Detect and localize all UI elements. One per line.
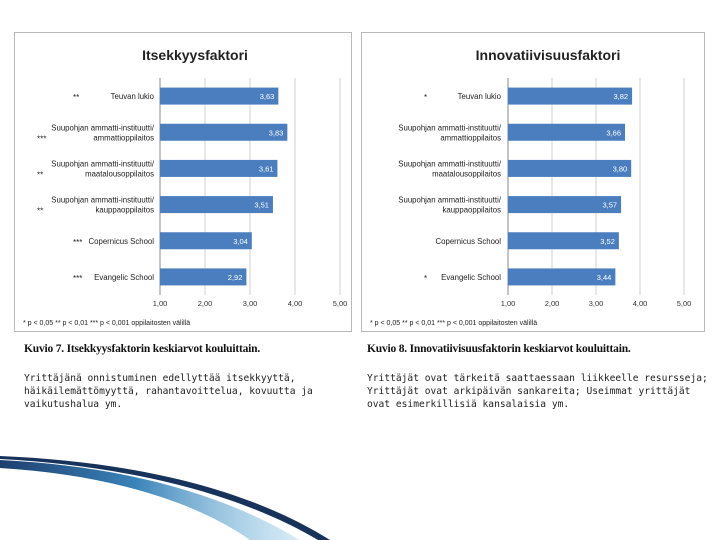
category-label: ammattioppilaitos	[93, 133, 154, 142]
bar	[508, 123, 626, 141]
bar-value-label: 3,80	[613, 164, 628, 173]
bar	[160, 196, 273, 214]
x-tick-label: 1,00	[153, 299, 168, 308]
category-label: Copernicus School	[436, 237, 502, 246]
bar-value-label: 3,63	[260, 92, 275, 101]
footnote: * p < 0,05 ** p < 0,01 *** p < 0,001 opp…	[370, 320, 537, 327]
bar-value-label: 3,51	[254, 201, 269, 210]
bar-value-label: 3,66	[606, 128, 621, 137]
category-label: Suupohjan ammatti-instituutti/	[51, 123, 155, 132]
bar-value-label: 3,44	[597, 273, 612, 282]
bar-value-label: 2,92	[228, 273, 243, 282]
bar	[508, 159, 632, 177]
category-label: Teuvan lukio	[111, 92, 155, 101]
category-label: kauppaoppilaitos	[95, 206, 154, 215]
bar	[160, 268, 247, 286]
bar	[508, 87, 633, 105]
x-tick-label: 4,00	[633, 299, 648, 308]
x-tick-label: 4,00	[288, 299, 303, 308]
x-tick-label: 1,00	[501, 299, 516, 308]
description-left: Yrittäjänä onnistuminen edellyttää itsek…	[24, 373, 313, 410]
bar-value-label: 3,61	[259, 164, 274, 173]
figure-caption-right: Kuvio 8. Innovatiivisuusfaktorin keskiar…	[367, 343, 631, 355]
significance-marker: **	[73, 93, 79, 102]
category-label: Suupohjan ammatti-instituutti/	[398, 159, 502, 168]
category-label: Suupohjan ammatti-instituutti/	[51, 159, 155, 168]
significance-marker: *	[424, 93, 427, 102]
category-label: Suupohjan ammatti-instituutti/	[398, 196, 502, 205]
significance-marker: **	[37, 170, 43, 179]
x-tick-label: 2,00	[545, 299, 560, 308]
bar	[160, 159, 278, 177]
category-label: maatalousoppilaitos	[85, 169, 154, 178]
category-label: Teuvan lukio	[458, 92, 502, 101]
significance-marker: ***	[73, 274, 82, 283]
figure-caption-left: Kuvio 7. Itsekkyysfaktorin keskiarvot ko…	[24, 343, 261, 355]
bar-value-label: 3,52	[600, 237, 615, 246]
category-label: ammattioppilaitos	[440, 133, 501, 142]
bar	[160, 232, 252, 250]
chart-panel-innovatiivisuus: Innovatiivisuusfaktori 1,00 2,00 3,00 4,00 5,…	[361, 32, 705, 332]
significance-marker: *	[424, 274, 427, 283]
category-label: maatalousoppilaitos	[432, 169, 501, 178]
x-tick-label: 5,00	[333, 299, 348, 308]
slide-decoration-swoosh	[0, 456, 330, 540]
description-right: Yrittäjät ovat tärkeitä saattaessaan lii…	[367, 373, 708, 410]
bar	[508, 268, 616, 286]
swoosh-band	[0, 460, 300, 540]
significance-marker: **	[37, 207, 43, 216]
significance-marker: ***	[73, 238, 82, 247]
x-tick-label: 5,00	[677, 299, 692, 308]
bar	[508, 196, 622, 214]
chart-title: Innovatiivisuusfaktori	[476, 47, 621, 63]
bar	[508, 232, 619, 250]
chart-innovatiivisuus: Innovatiivisuusfaktori 1,00 2,00 3,00 4,00 5,…	[370, 47, 692, 327]
category-label: Evangelic School	[441, 273, 501, 282]
bar-value-label: 3,57	[602, 201, 617, 210]
bar-value-label: 3,82	[613, 92, 628, 101]
category-label: Suupohjan ammatti-instituutti/	[51, 196, 155, 205]
bar	[160, 123, 288, 141]
bar-value-label: 3,04	[233, 237, 248, 246]
chart-itsekkyys: Itsekkyysfaktori 1,00 2,00 3,00 4,00 5,00 3,63…	[23, 47, 348, 327]
category-label: kauppaoppilaitos	[442, 206, 501, 215]
x-tick-label: 2,00	[198, 299, 213, 308]
footnote: * p < 0,05 ** p < 0,01 *** p < 0,001 opp…	[23, 320, 190, 327]
chart-panel-itsekkyys: Itsekkyysfaktori 1,00 2,00 3,00 4,00 5,00 3,63…	[14, 32, 352, 332]
category-label: Copernicus School	[89, 237, 155, 246]
bar-value-label: 3,83	[269, 128, 284, 137]
significance-marker: ***	[37, 134, 46, 143]
x-tick-label: 3,00	[589, 299, 604, 308]
chart-title: Itsekkyysfaktori	[142, 47, 248, 63]
category-label: Evangelic School	[94, 273, 154, 282]
bar	[160, 87, 279, 105]
x-tick-label: 3,00	[243, 299, 258, 308]
category-label: Suupohjan ammatti-instituutti/	[398, 123, 502, 132]
